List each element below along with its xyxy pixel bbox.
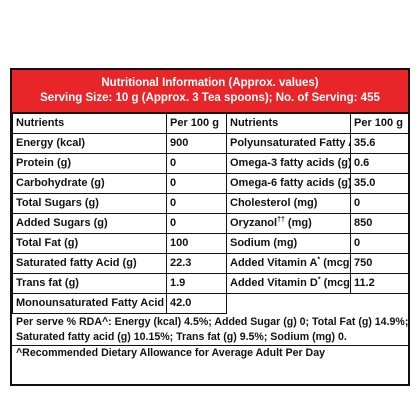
- label-header: Nutritional Information (Approx. values)…: [12, 70, 408, 113]
- nutrient-name-text: Added Vitamin D: [230, 277, 318, 289]
- table-row: Carbohydrate (g) 0 Omega-6 fatty acids (…: [12, 173, 409, 194]
- nutrient-value: 850: [350, 213, 409, 234]
- nutrient-name: Monounsaturated Fatty Acid (g): [12, 293, 167, 314]
- footnote-mark: *: [317, 256, 321, 264]
- nutrient-unit: (mcg): [320, 277, 351, 289]
- footnote-mark: ††: [277, 216, 285, 224]
- nutrient-name-text: Oryzanol: [230, 217, 278, 229]
- nutrient-value: 0: [166, 193, 227, 214]
- nutrient-name: Sodium (mg): [226, 233, 351, 254]
- nutrient-name: Omega-6 fatty acids (g): [226, 173, 351, 194]
- rda-footer: Per serve % RDA^: Energy (kcal) 4.5%; Ad…: [12, 314, 408, 361]
- column-header-per100g-right: Per 100 g: [350, 113, 409, 134]
- nutrient-value: 0: [166, 173, 227, 194]
- rda-line-2: Saturated fatty acid (g) 10.15%; Trans f…: [16, 331, 347, 343]
- nutrient-value: 0: [350, 193, 409, 214]
- nutrient-value: 35.6: [350, 133, 409, 154]
- table-header-row: Nutrients Per 100 g Nutrients Per 100 g: [12, 113, 409, 134]
- nutrition-label: Nutritional Information (Approx. values)…: [10, 68, 410, 386]
- table-row: Total Sugars (g) 0 Cholesterol (mg) 0: [12, 193, 409, 214]
- nutrient-name: Trans fat (g): [12, 273, 167, 294]
- column-header-per100g-left: Per 100 g: [166, 113, 227, 134]
- nutrient-unit: (mg): [284, 217, 312, 229]
- label-title: Nutritional Information (Approx. values): [101, 77, 319, 89]
- table-row: Protein (g) 0 Omega-3 fatty acids (g) 0.…: [12, 153, 409, 174]
- table-row: Trans fat (g) 1.9 Added Vitamin D* (mcg)…: [12, 273, 409, 294]
- nutrient-value: 0: [166, 213, 227, 234]
- nutrient-value: 100: [166, 233, 227, 254]
- table-row: Monounsaturated Fatty Acid (g) 42.0: [12, 293, 409, 314]
- nutrient-name: Added Sugars (g): [12, 213, 167, 234]
- column-header-nutrients-right: Nutrients: [226, 113, 351, 134]
- nutrient-name: Polyunsaturated Fatty Acid (g): [226, 133, 351, 154]
- nutrient-value: 0: [350, 233, 409, 254]
- nutrient-value: 42.0: [166, 293, 227, 314]
- serving-info: Serving Size: 10 g (Approx. 3 Tea spoons…: [40, 92, 380, 104]
- nutrient-name-text: Added Vitamin A: [230, 257, 318, 269]
- nutrient-name: Total Fat (g): [12, 233, 167, 254]
- nutrient-value: 0.6: [350, 153, 409, 174]
- table-row: Energy (kcal) 900 Polyunsaturated Fatty …: [12, 133, 409, 154]
- nutrient-value: 900: [166, 133, 227, 154]
- nutrient-value: 11.2: [350, 273, 409, 294]
- nutrient-value: 0: [166, 153, 227, 174]
- column-header-nutrients-left: Nutrients: [12, 113, 167, 134]
- rda-footnote: ^Recommended Dietary Allowance for Avera…: [12, 345, 408, 361]
- nutrient-value: 22.3: [166, 253, 227, 274]
- rda-line-1: Per serve % RDA^: Energy (kcal) 4.5%; Ad…: [16, 316, 409, 328]
- nutrient-name: Carbohydrate (g): [12, 173, 167, 194]
- nutrient-unit: (mcg): [320, 257, 351, 269]
- table-row: Total Fat (g) 100 Sodium (mg) 0: [12, 233, 409, 254]
- nutrient-value: 750: [350, 253, 409, 274]
- nutrient-value: 1.9: [166, 273, 227, 294]
- nutrient-name: Omega-3 fatty acids (g): [226, 153, 351, 174]
- nutrient-name: Added Vitamin D* (mcg): [226, 273, 351, 294]
- table-row: Saturated fatty Acid (g) 22.3 Added Vita…: [12, 253, 409, 274]
- nutrient-name: Cholesterol (mg): [226, 193, 351, 214]
- nutrient-name: Protein (g): [12, 153, 167, 174]
- footnote-mark: *: [317, 276, 321, 284]
- nutrition-table: Nutrients Per 100 g Nutrients Per 100 g …: [12, 113, 409, 314]
- nutrient-name: Saturated fatty Acid (g): [12, 253, 167, 274]
- table-row: Added Sugars (g) 0 Oryzanol†† (mg) 850: [12, 213, 409, 234]
- nutrient-name: Energy (kcal): [12, 133, 167, 154]
- empty-cell: [226, 293, 409, 314]
- nutrient-name: Added Vitamin A* (mcg): [226, 253, 351, 274]
- nutrient-name: Oryzanol†† (mg): [226, 213, 351, 234]
- nutrient-value: 35.0: [350, 173, 409, 194]
- nutrient-name: Total Sugars (g): [12, 193, 167, 214]
